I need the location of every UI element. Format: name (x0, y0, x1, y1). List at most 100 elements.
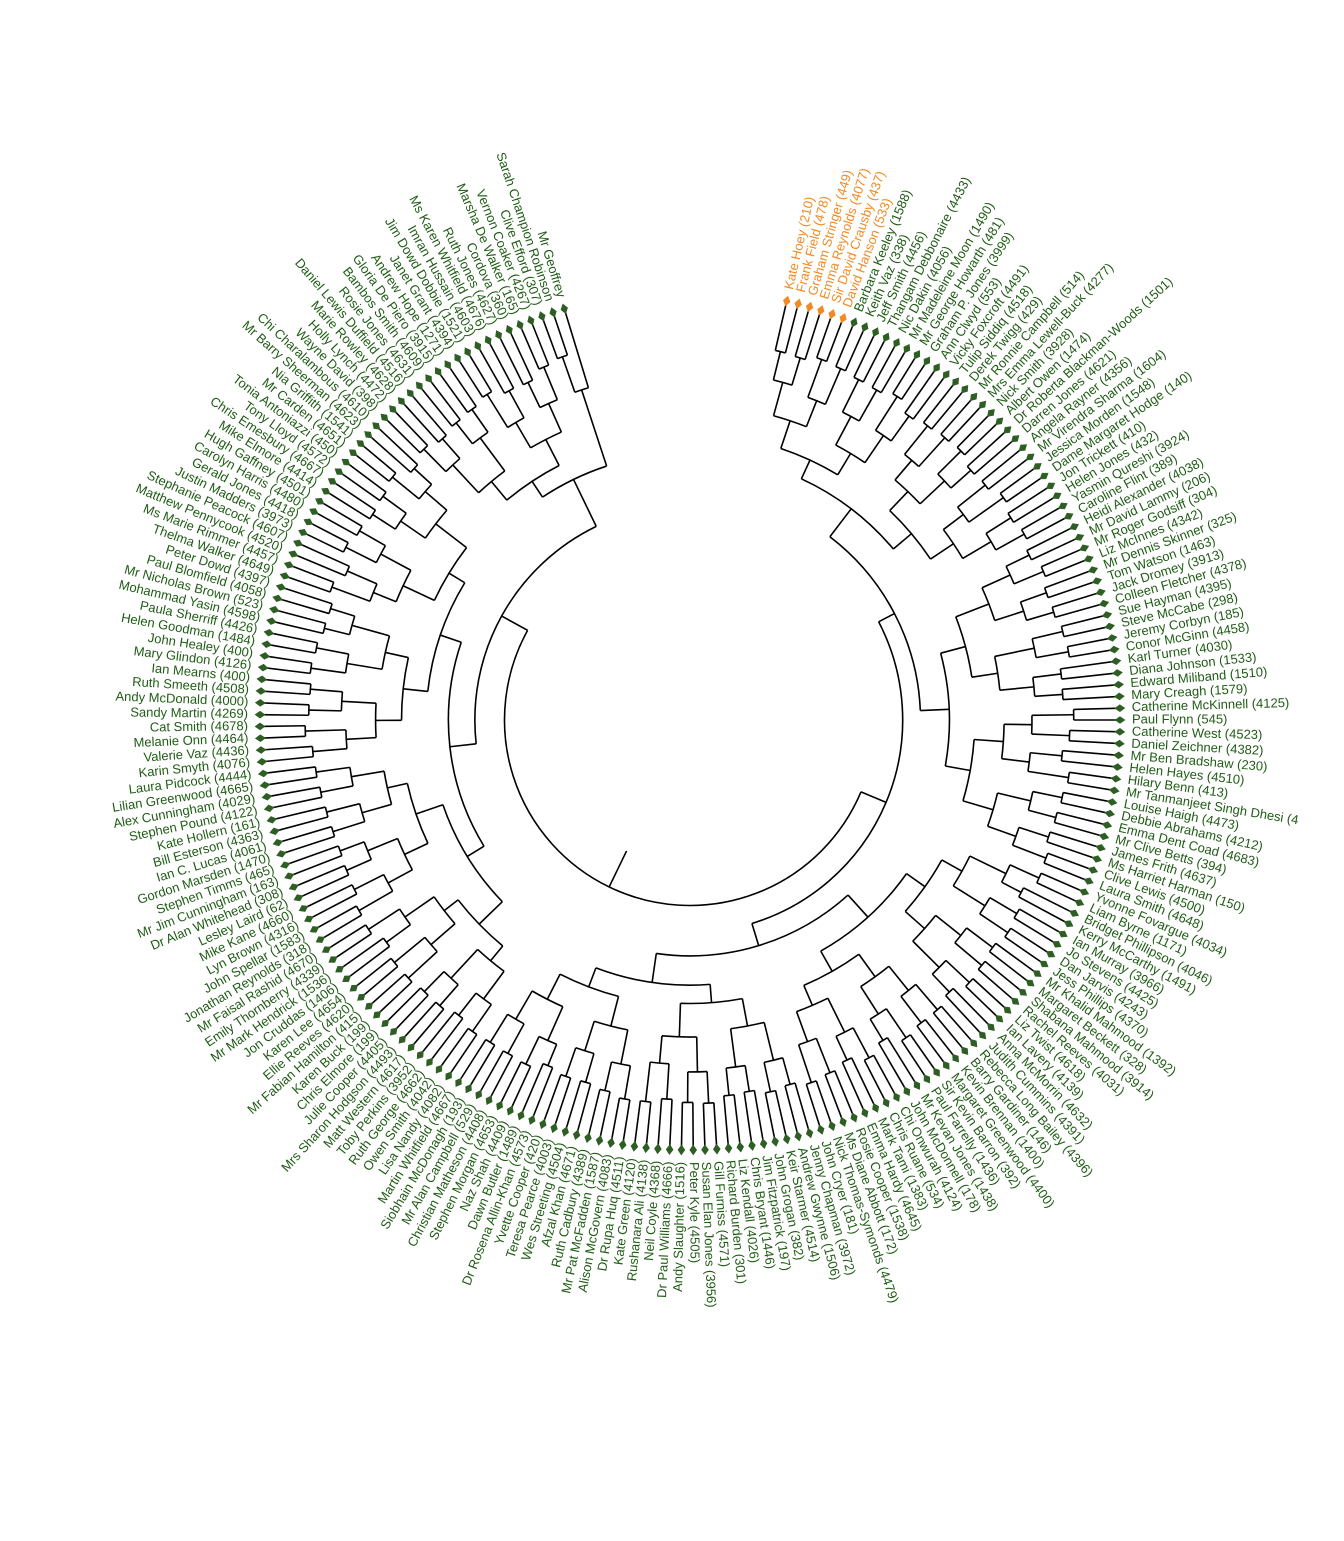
leaf-marker (607, 1137, 616, 1148)
leaf-marker (1068, 521, 1080, 532)
branch-radial (548, 1007, 563, 1041)
branch-radial (381, 554, 411, 570)
leaf-marker (1038, 958, 1050, 969)
branch-radial (967, 928, 993, 948)
branch-arc (1022, 530, 1027, 539)
branch-radial (275, 817, 328, 831)
leaf-marker (1063, 918, 1075, 929)
leaf-marker (255, 735, 265, 742)
branch-radial (958, 485, 986, 507)
leaf-marker (516, 1109, 526, 1121)
branch-radial (1006, 555, 1029, 566)
leaf-marker (1057, 929, 1069, 940)
branch-radial (806, 1084, 821, 1129)
branch-arc (341, 692, 342, 711)
branch-radial (585, 1021, 594, 1051)
leaf-marker (559, 303, 569, 315)
branch-radial (456, 423, 472, 444)
branch-arc (843, 412, 860, 421)
leaf-marker (931, 1066, 942, 1078)
leaf-marker (1073, 532, 1085, 543)
branch-radial (424, 449, 446, 471)
branch-radial (623, 1100, 630, 1145)
branch-radial (1023, 888, 1074, 913)
branch-radial (340, 938, 384, 969)
branch-radial (405, 843, 428, 854)
branch-radial (304, 885, 353, 909)
branch-arc (774, 416, 807, 427)
branch-radial (331, 609, 355, 616)
branch-arc (836, 1028, 853, 1036)
branch-radial (792, 358, 800, 385)
branch-radial (825, 369, 840, 405)
branch-radial (925, 1020, 955, 1059)
leaf-marker (921, 355, 932, 367)
leaf-marker (504, 324, 515, 336)
leaf-marker (283, 871, 295, 881)
branch-radial (967, 430, 1007, 467)
branch-radial (444, 900, 458, 911)
branch-radial (394, 995, 429, 1031)
branch-arc (540, 400, 557, 408)
branch-radial (260, 736, 305, 738)
branch-radial (347, 663, 382, 669)
branch-arc (1068, 647, 1070, 657)
branch-radial (267, 644, 316, 653)
branch-radial (1000, 687, 1034, 690)
branch-radial (652, 953, 656, 982)
branch-radial (303, 532, 343, 552)
branch-radial (342, 701, 376, 703)
branch-radial (354, 958, 391, 988)
leaf-marker (921, 1073, 932, 1085)
branch-radial (795, 1083, 809, 1133)
leaf-marker (537, 310, 547, 322)
branch-arc (396, 570, 411, 601)
leaf-marker (263, 628, 274, 637)
branch-radial (1008, 486, 1051, 514)
branch-radial (326, 925, 365, 950)
branch-radial (942, 860, 962, 871)
leaf-marker (472, 340, 483, 352)
leaf-marker (505, 1105, 516, 1117)
leaf-marker (630, 1141, 638, 1152)
branch-radial (347, 860, 372, 871)
branch-arc (475, 526, 596, 743)
branch-radial (553, 312, 567, 355)
branch-radial (373, 514, 396, 529)
branch-radial (703, 1103, 705, 1149)
branch-radial (419, 386, 452, 426)
branch-radial (646, 1102, 651, 1148)
leaf-marker (1095, 587, 1107, 597)
branch-radial (260, 703, 309, 705)
leaf-marker (292, 893, 304, 904)
branch-radial (1061, 761, 1117, 767)
branch-arc (955, 928, 967, 943)
branch-radial (469, 1045, 495, 1089)
leaf-marker (1107, 634, 1118, 643)
branch-arc (425, 937, 437, 951)
branch-radial (1069, 650, 1114, 657)
branch-arc (503, 1051, 512, 1056)
branch-radial (828, 998, 845, 1032)
leaf-marker (911, 1079, 922, 1091)
branch-radial (489, 1056, 512, 1100)
branch-arc (315, 767, 316, 777)
branch-arc (1068, 772, 1070, 782)
branch-radial (854, 332, 876, 377)
branch-radial (625, 1066, 631, 1099)
branch-arc (400, 909, 411, 925)
branch-radial (1027, 516, 1069, 539)
branch-radial (438, 371, 468, 412)
branch-arc (982, 481, 988, 489)
leaf-marker (303, 914, 315, 925)
branch-arc (532, 991, 563, 1007)
leaf-marker (1113, 751, 1124, 759)
branch-radial (924, 382, 956, 423)
branch-radial (830, 509, 851, 537)
leaf-marker (838, 312, 848, 324)
branch-radial (1000, 466, 1037, 493)
branch-radial (526, 1036, 539, 1064)
branch-radial (808, 360, 822, 398)
branch-arc (310, 684, 311, 694)
branch-arc (366, 925, 372, 934)
